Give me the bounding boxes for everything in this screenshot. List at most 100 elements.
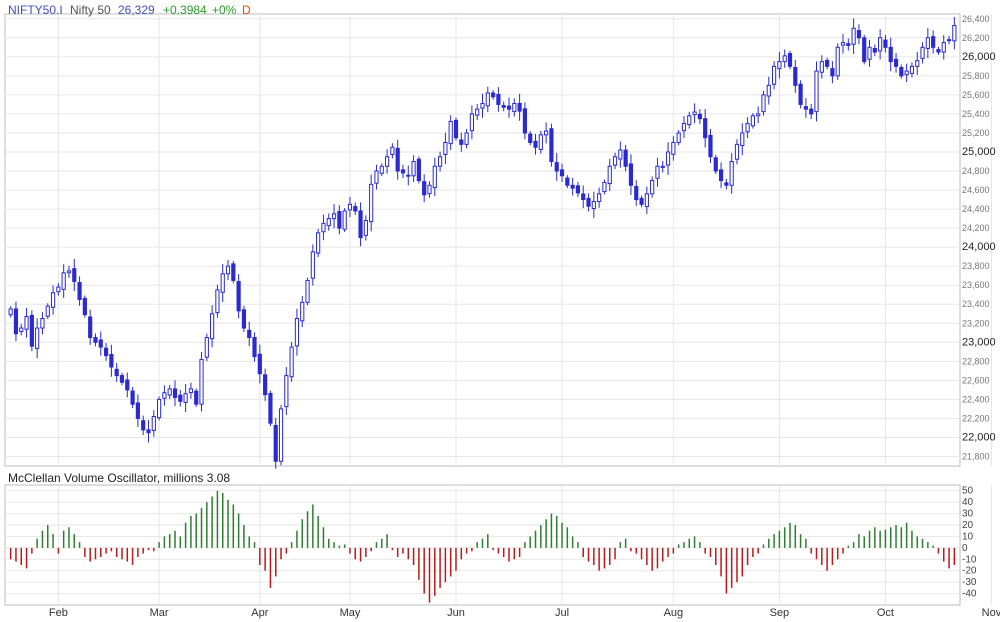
candle-body: [146, 429, 151, 434]
oscillator-title: McClellan Volume Oscillator, millions 3.…: [8, 471, 230, 485]
candle-body: [904, 70, 909, 76]
candle-body: [581, 193, 586, 201]
candle-body: [93, 337, 98, 343]
candle-body: [862, 37, 867, 63]
candle-body: [374, 170, 379, 184]
candle-body: [671, 141, 676, 155]
candle-body: [724, 182, 729, 186]
price-tick-label: 24,800: [962, 166, 990, 176]
month-tick-label: Jul: [555, 607, 569, 619]
price-tick-label: 23,800: [962, 261, 990, 271]
candle-body: [665, 151, 671, 166]
candle-body: [459, 139, 464, 145]
oscillator-tick-label: 10: [962, 531, 974, 542]
month-tick-label: Apr: [251, 607, 268, 619]
candle-body: [157, 398, 162, 419]
candle-body: [263, 374, 268, 396]
candle-body: [130, 390, 135, 405]
price-tick-label: 21,800: [962, 451, 990, 461]
candle-body: [400, 169, 406, 174]
candle-body: [825, 59, 830, 67]
candle-body: [501, 105, 506, 108]
oscillator-tick-label: 40: [962, 497, 974, 508]
candle-body: [77, 282, 82, 300]
candle-body: [66, 270, 72, 274]
candle-body: [787, 53, 793, 67]
candle-body: [273, 424, 278, 462]
price-panel-border: [4, 13, 961, 467]
change-percent: +0%: [212, 3, 237, 17]
candle-body: [729, 160, 734, 186]
candle-body: [178, 394, 183, 402]
candle-body: [899, 66, 904, 77]
candle-body: [390, 146, 395, 155]
candle-body: [305, 279, 310, 303]
candle-body: [549, 128, 554, 162]
candle-body: [56, 286, 61, 293]
candle-body: [687, 115, 692, 126]
candle-body: [734, 143, 740, 160]
candle-body: [363, 219, 368, 236]
candle-body: [941, 42, 946, 53]
candle-body: [437, 156, 443, 167]
candle-body: [109, 353, 114, 368]
month-tick-label: Jun: [447, 607, 465, 619]
candle-body: [480, 102, 485, 109]
candle-body: [878, 37, 883, 52]
candle-body: [740, 132, 745, 147]
candle-body: [257, 353, 262, 375]
oscillator-panel-border: [4, 484, 961, 606]
candle-body: [331, 213, 337, 220]
candle-body: [35, 327, 40, 349]
instrument-name: Nifty 50: [70, 3, 111, 17]
candle-body: [241, 309, 247, 329]
candle-body: [167, 388, 172, 396]
candle-body: [98, 339, 103, 348]
candle-body: [416, 158, 421, 182]
candle-body: [13, 308, 19, 335]
candle-body: [612, 156, 618, 166]
period-label[interactable]: D: [242, 3, 251, 17]
candle-body: [326, 218, 331, 227]
price-tick-label: 22,600: [962, 375, 990, 385]
candle-body: [50, 292, 56, 308]
candle-body: [45, 305, 50, 317]
candle-body: [544, 130, 549, 136]
time-axis: FebMarAprMayJunJulAugSepOctNovDec2026: [49, 607, 1000, 619]
candle-body: [713, 157, 718, 172]
candle-body: [931, 36, 936, 48]
symbol-label[interactable]: NIFTY50.I: [8, 3, 63, 17]
candle-body: [347, 203, 353, 211]
candle-body: [294, 318, 300, 347]
candle-body: [310, 251, 315, 279]
candle-body: [506, 105, 512, 110]
price-tick-label: 26,400: [962, 14, 990, 24]
symbol: NIFTY50.I: [8, 3, 63, 17]
price-tick-label: 23,600: [962, 280, 990, 290]
price-tick-label: 25,800: [962, 71, 990, 81]
price-axis: 21,800 22,000 22,200 22,400 22,600 22,800 23,0…: [962, 14, 996, 462]
month-tick-label: May: [340, 607, 361, 619]
candle-body: [803, 106, 808, 110]
month-tick-label: Sep: [770, 607, 790, 619]
oscillator-bars: [9, 490, 956, 603]
candle-body: [586, 197, 591, 207]
candle-body: [893, 58, 899, 67]
oscillator-grid: [5, 485, 992, 605]
candle-body: [469, 113, 474, 132]
price-tick-label: 24,400: [962, 204, 990, 214]
candle-body: [188, 388, 193, 394]
month-tick-label: Mar: [150, 607, 169, 619]
candle-body: [522, 108, 528, 134]
candle-body: [491, 92, 496, 98]
oscillator-tick-label: -20: [962, 566, 977, 577]
candle-body: [660, 165, 665, 168]
candle-body: [72, 268, 77, 282]
candle-body: [538, 134, 543, 151]
last-price: 26,329: [118, 3, 155, 17]
candle-body: [607, 165, 612, 185]
candle-body: [772, 65, 777, 85]
oscillator-tick-label: 30: [962, 509, 974, 520]
candle-body: [639, 197, 644, 205]
